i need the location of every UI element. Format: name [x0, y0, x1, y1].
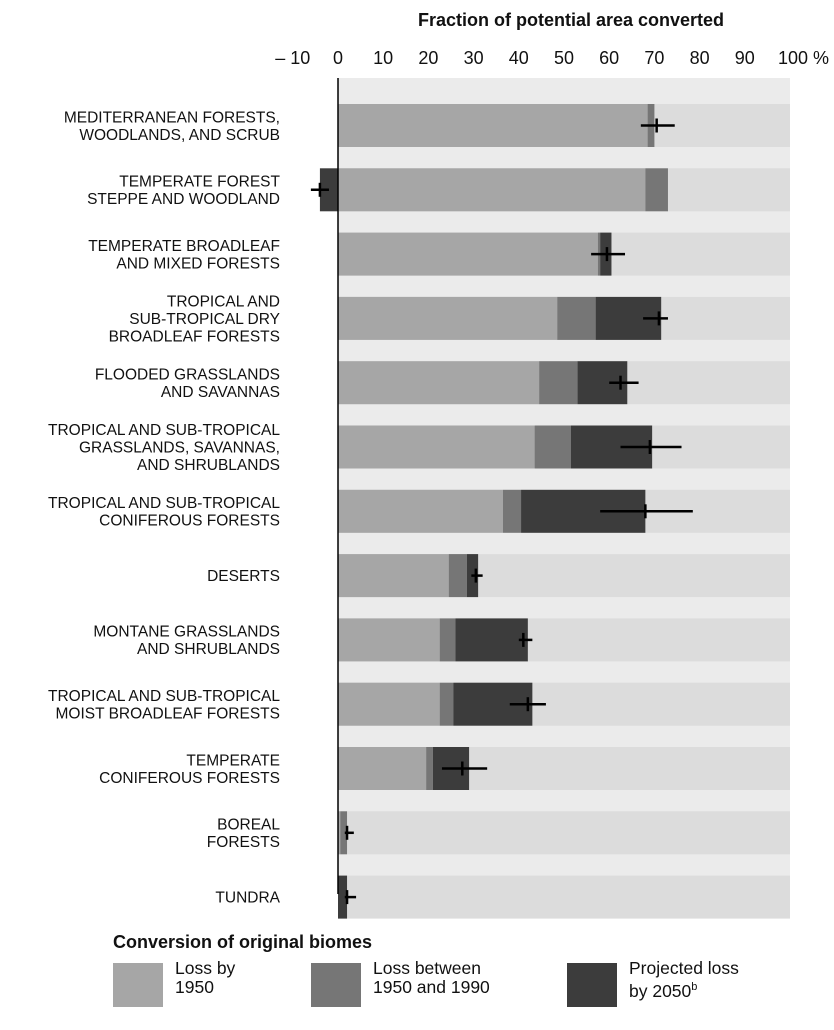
x-tick-label: 40	[509, 48, 529, 68]
x-tick-label: 20	[418, 48, 438, 68]
bar-segment	[338, 747, 427, 790]
category-label: TROPICAL AND SUB-TROPICAL	[48, 688, 280, 705]
x-tick-label: 60	[599, 48, 619, 68]
category-label: CONIFEROUS FORESTS	[99, 513, 280, 530]
category-label: FORESTS	[207, 834, 280, 851]
bar-segment	[338, 489, 503, 533]
category-label: TROPICAL AND	[167, 293, 280, 310]
bar-segment	[338, 554, 449, 598]
legend-title: Conversion of original biomes	[113, 932, 373, 952]
legend-items: Loss by 1950 Loss between 1950 and 1990 …	[113, 959, 813, 1011]
legend-label-text: 1950	[175, 977, 214, 997]
legend-label-line: 1950	[175, 978, 365, 997]
bar-segment	[539, 361, 578, 405]
chart-area: Fraction of potential area converted – 1…	[48, 10, 829, 919]
bar-segment	[338, 875, 348, 919]
legend-footnote-marker: b	[691, 981, 698, 993]
legend-item-loss-1950-1990: Loss between 1950 and 1990	[311, 959, 563, 1007]
bar-segment	[448, 554, 467, 598]
category-label: MOIST BROADLEAF FORESTS	[55, 705, 280, 722]
bar-segment	[338, 811, 341, 855]
legend-label-loss-1950-1990: Loss between 1950 and 1990	[373, 959, 563, 997]
x-tick-label: 70	[644, 48, 664, 68]
legend-label-projected-loss-2050: Projected loss by 2050b	[629, 959, 819, 1001]
bar-segment	[338, 682, 440, 726]
legend-swatch-loss-by-1950	[113, 963, 163, 1007]
x-axis-ticks: – 10 0 10 20 30 40 50 60 70 80 90 100 %	[275, 48, 829, 68]
legend: Conversion of original biomes Loss by 19…	[113, 932, 813, 1011]
x-tick-label: 50	[554, 48, 574, 68]
category-label: MONTANE GRASSLANDS	[93, 624, 280, 641]
bar-segment	[338, 618, 440, 662]
x-tick-label: 90	[735, 48, 755, 68]
bar-segment	[338, 296, 558, 340]
legend-label-loss-by-1950: Loss by 1950	[175, 959, 365, 997]
legend-label-text: by 2050	[629, 980, 692, 1001]
row-band	[338, 875, 790, 919]
legend-label-line: Projected loss	[629, 958, 739, 978]
category-label: AND MIXED FORESTS	[116, 255, 280, 272]
x-tick-label: 30	[464, 48, 484, 68]
error-bars	[310, 118, 693, 905]
bar-segment	[340, 811, 348, 855]
chart-title: Fraction of potential area converted	[418, 10, 724, 30]
legend-label-text: 1950 and 1990	[373, 977, 490, 997]
category-label: FLOODED GRASSLANDS	[95, 366, 280, 383]
row-band	[338, 811, 790, 855]
category-label: CONIFEROUS FORESTS	[99, 770, 280, 787]
legend-label-line: Loss by	[175, 958, 236, 978]
category-label: TUNDRA	[215, 890, 280, 907]
bar-segment	[319, 168, 338, 212]
bar-segment	[455, 618, 528, 662]
category-label: AND SAVANNAS	[161, 384, 280, 401]
category-label: MEDITERRANEAN FORESTS,	[64, 109, 280, 126]
x-tick-label: – 10	[275, 48, 310, 68]
x-tick-label: 10	[373, 48, 393, 68]
bar-segment	[338, 168, 646, 212]
category-labels: MEDITERRANEAN FORESTS,WOODLANDS, AND SCR…	[48, 109, 281, 906]
category-label: TROPICAL AND SUB-TROPICAL	[48, 495, 280, 512]
category-label: GRASSLANDS, SAVANNAS,	[79, 440, 280, 457]
bar-segment	[338, 232, 598, 276]
category-label: TEMPERATE FOREST	[119, 174, 280, 191]
legend-item-loss-by-1950: Loss by 1950	[113, 959, 365, 1007]
bar-segment	[338, 104, 648, 147]
category-label: TROPICAL AND SUB-TROPICAL	[48, 422, 280, 439]
x-tick-label: 80	[690, 48, 710, 68]
x-tick-label: 0	[333, 48, 343, 68]
bar-segment	[439, 618, 456, 662]
category-label: DESERTS	[207, 568, 280, 585]
category-label: BROADLEAF FORESTS	[109, 328, 280, 345]
bar-segment	[502, 489, 522, 533]
legend-item-projected-loss-2050: Projected loss by 2050b	[567, 959, 819, 1007]
category-label: BOREAL	[217, 817, 280, 834]
bar-segment	[645, 168, 668, 212]
category-label: STEPPE AND WOODLAND	[87, 191, 280, 208]
bar-segment	[338, 425, 535, 469]
legend-swatch-loss-1950-1990	[311, 963, 361, 1007]
bar-segment	[557, 296, 596, 340]
category-label: AND SHRUBLANDS	[137, 641, 280, 658]
category-label: WOODLANDS, AND SCRUB	[79, 127, 280, 144]
x-tick-label: 100 %	[778, 48, 829, 68]
category-label: AND SHRUBLANDS	[137, 457, 280, 474]
legend-label-line: 1950 and 1990	[373, 978, 563, 997]
legend-label-line: by 2050b	[629, 978, 819, 1001]
bar-segment	[534, 425, 571, 469]
category-label: SUB-TROPICAL DRY	[129, 311, 280, 328]
category-label: TEMPERATE BROADLEAF	[88, 238, 280, 255]
legend-swatch-projected-loss-2050	[567, 963, 617, 1007]
bar-segment	[426, 747, 433, 790]
category-label: TEMPERATE	[186, 752, 280, 769]
bar-segment	[338, 361, 540, 405]
bar-segment	[439, 682, 454, 726]
legend-label-line: Loss between	[373, 958, 481, 978]
